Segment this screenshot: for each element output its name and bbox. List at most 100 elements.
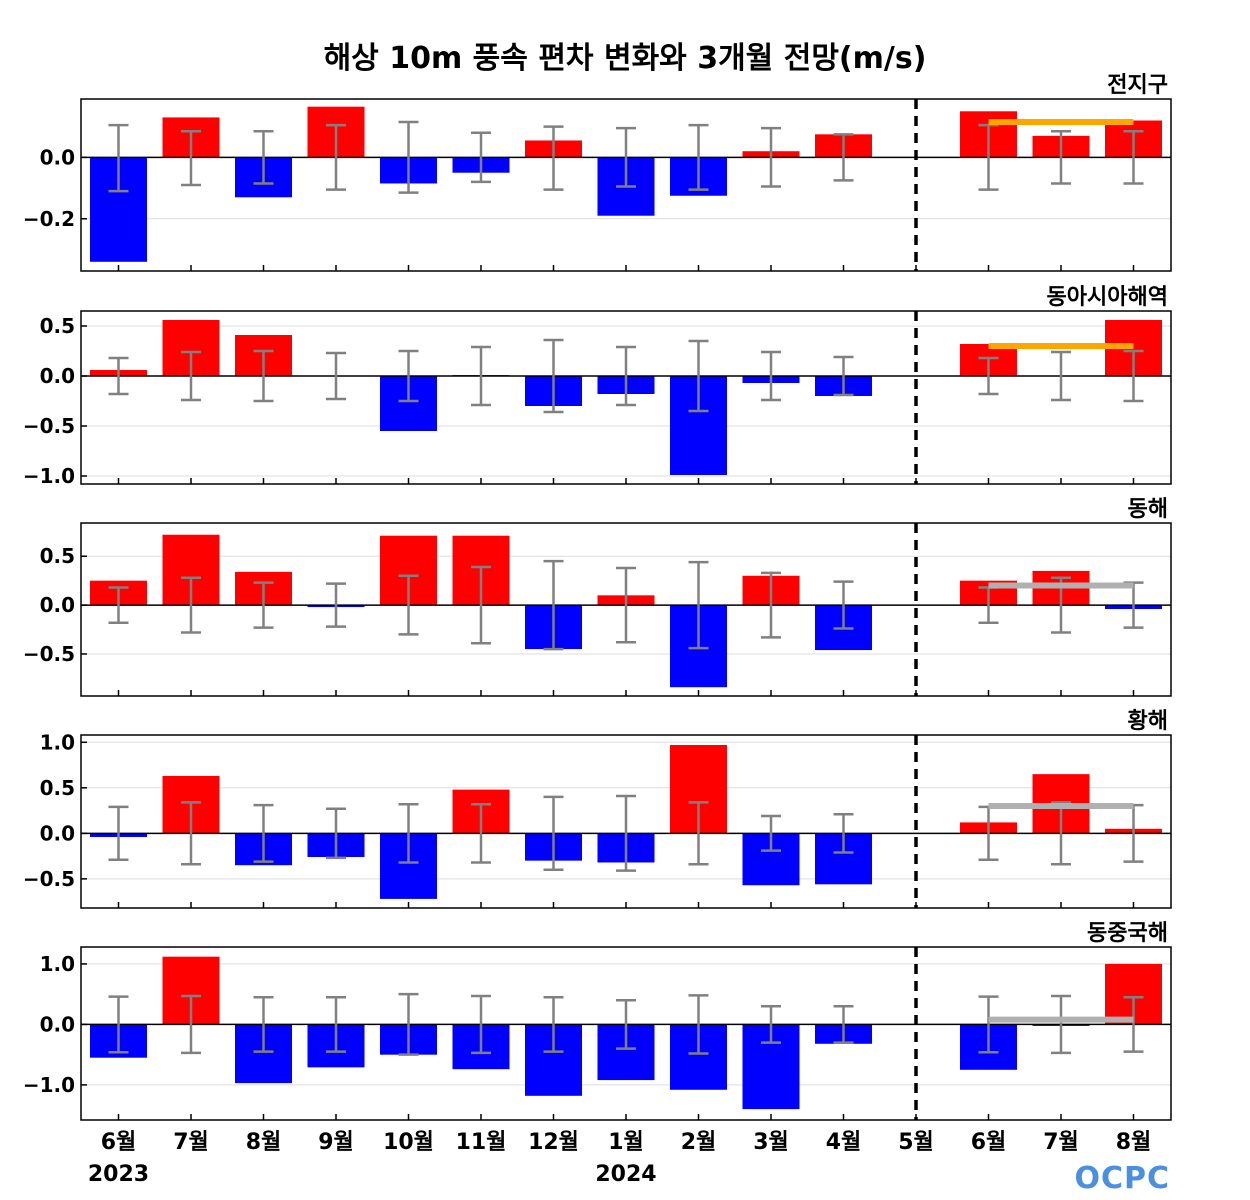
error-bar bbox=[326, 351, 346, 401]
error-bar bbox=[1123, 349, 1144, 403]
error-bar bbox=[1051, 994, 1071, 1055]
y-tick-label: −1.0 bbox=[23, 464, 75, 488]
y-tick-label: 1.0 bbox=[40, 730, 75, 754]
chart-title: 해상 10m 풍속 편차 변화와 3개월 전망(m/s) bbox=[324, 41, 927, 76]
error-bar bbox=[761, 350, 781, 402]
error-bar bbox=[108, 586, 129, 624]
error-bar bbox=[688, 994, 709, 1055]
x-tick-label: 12월 bbox=[528, 1130, 579, 1155]
error-bar bbox=[833, 1005, 854, 1044]
error-bar bbox=[181, 994, 201, 1055]
error-bar bbox=[181, 576, 201, 634]
error-bar bbox=[181, 130, 201, 187]
error-bar bbox=[398, 120, 419, 194]
x-tick-label: 11월 bbox=[456, 1130, 507, 1155]
year-label: 2023 bbox=[88, 1162, 149, 1187]
error-bar bbox=[253, 130, 274, 185]
x-axis: 6월 7월 8월 9월 10월 11월 12월 1월 2월 3월 4월 5월 6월 7월 8월 2023 202… bbox=[88, 1130, 1151, 1187]
y-tick-label: 0.5 bbox=[40, 544, 75, 568]
error-bar bbox=[398, 992, 419, 1056]
error-bar bbox=[543, 795, 564, 872]
error-bar bbox=[471, 802, 491, 864]
panel-4: −1.0 0.0 1.0 동중국해 bbox=[23, 921, 1172, 1121]
error-bar bbox=[398, 574, 419, 636]
error-bar bbox=[326, 582, 346, 628]
error-bar bbox=[833, 812, 854, 854]
error-bar bbox=[326, 995, 346, 1053]
x-tick-label: 10월 bbox=[383, 1130, 434, 1155]
y-tick-label: 0.0 bbox=[40, 364, 75, 388]
error-bar bbox=[543, 125, 564, 191]
error-bar bbox=[761, 1005, 781, 1044]
error-bar bbox=[833, 355, 854, 397]
error-bar bbox=[398, 802, 419, 864]
error-bar bbox=[761, 571, 781, 639]
x-tick-label: 9월 bbox=[318, 1130, 354, 1155]
x-tick-label: 8월 bbox=[1116, 1130, 1152, 1155]
error-bar bbox=[1051, 130, 1071, 185]
error-bar bbox=[471, 131, 491, 184]
error-bar bbox=[761, 814, 781, 852]
error-bar bbox=[543, 995, 564, 1053]
error-bar bbox=[616, 998, 636, 1050]
error-bar bbox=[1123, 130, 1144, 185]
x-tick-label: 7월 bbox=[173, 1130, 209, 1155]
error-bar bbox=[761, 126, 781, 188]
x-tick-label: 6월 bbox=[971, 1130, 1007, 1155]
y-tick-label: −0.5 bbox=[23, 642, 75, 666]
ocpc-logo: OCPC bbox=[1074, 1161, 1170, 1196]
panel-2: −0.5 0.0 0.5 동해 bbox=[23, 497, 1172, 697]
error-bar bbox=[688, 560, 709, 650]
x-tick-label: 7월 bbox=[1043, 1130, 1079, 1155]
error-bar bbox=[253, 803, 274, 863]
y-tick-label: 1.0 bbox=[40, 952, 75, 976]
error-bar bbox=[471, 565, 491, 645]
error-bar bbox=[688, 339, 709, 413]
error-bar bbox=[108, 123, 129, 193]
error-bar bbox=[253, 995, 274, 1053]
error-bar bbox=[181, 350, 201, 402]
error-bar bbox=[398, 349, 419, 403]
y-tick-label: −0.2 bbox=[23, 207, 75, 231]
panel-0: −0.2 0.0 전지구 bbox=[23, 73, 1172, 272]
error-bar bbox=[108, 356, 129, 396]
error-bar bbox=[108, 995, 129, 1054]
region-label: 동중국해 bbox=[1087, 921, 1168, 946]
error-bar bbox=[471, 345, 491, 407]
panel-1: −1.0 −0.5 0.0 0.5 동아시아해역 bbox=[23, 285, 1172, 488]
y-tick-label: 0.0 bbox=[40, 821, 75, 845]
y-tick-label: 0.0 bbox=[40, 593, 75, 617]
y-tick-label: 0.0 bbox=[40, 1012, 75, 1036]
year-label: 2024 bbox=[595, 1162, 656, 1187]
error-bar bbox=[543, 338, 564, 414]
region-label: 동해 bbox=[1128, 497, 1168, 522]
y-tick-label: 0.5 bbox=[40, 314, 75, 338]
panel-3: −0.5 0.0 0.5 1.0 황해 bbox=[23, 709, 1172, 909]
error-bar bbox=[1051, 350, 1071, 402]
y-tick-label: 0.5 bbox=[40, 776, 75, 800]
y-tick-label: −0.5 bbox=[23, 867, 75, 891]
error-bar bbox=[978, 995, 999, 1054]
error-bar bbox=[1123, 995, 1144, 1053]
x-tick-label: 5월 bbox=[898, 1130, 934, 1155]
x-tick-label: 3월 bbox=[753, 1130, 789, 1155]
region-label: 전지구 bbox=[1107, 73, 1168, 98]
error-bar bbox=[1051, 801, 1071, 866]
error-bar bbox=[688, 123, 709, 191]
x-tick-label: 8월 bbox=[246, 1130, 282, 1155]
error-bar bbox=[616, 126, 636, 188]
error-bar bbox=[616, 566, 636, 644]
error-bar bbox=[543, 559, 564, 651]
y-tick-label: −0.5 bbox=[23, 414, 75, 438]
y-tick-label: 0.0 bbox=[40, 145, 75, 169]
region-label: 동아시아해역 bbox=[1047, 285, 1168, 310]
error-bar bbox=[326, 123, 346, 191]
error-bar bbox=[616, 345, 636, 407]
error-bar bbox=[833, 580, 854, 630]
error-bar bbox=[688, 801, 709, 866]
error-bar bbox=[471, 994, 491, 1055]
error-bar bbox=[833, 133, 854, 182]
error-bar bbox=[978, 123, 999, 191]
x-tick-label: 6월 bbox=[101, 1130, 137, 1155]
